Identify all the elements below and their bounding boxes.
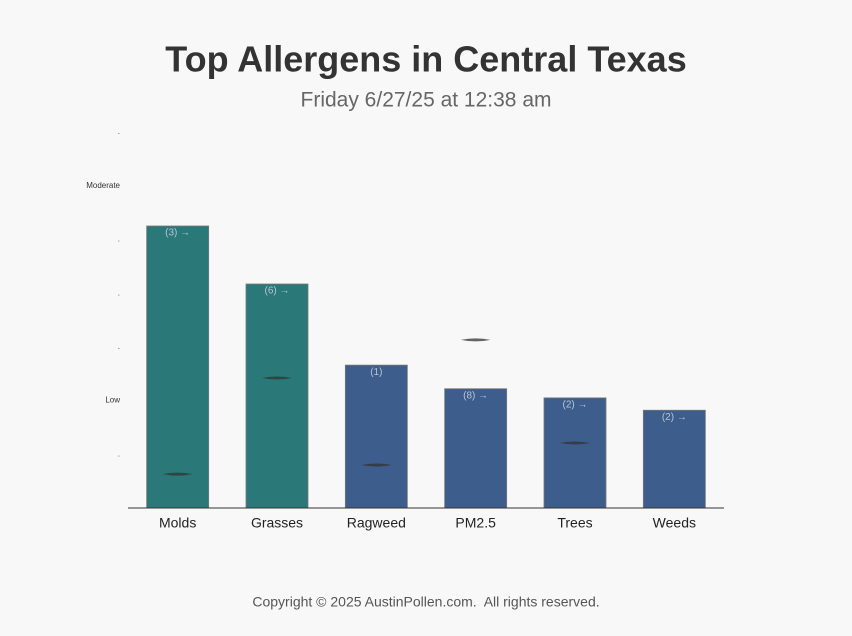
- bar: [444, 388, 508, 509]
- x-tick-label: Trees: [557, 515, 592, 531]
- bar: [146, 225, 210, 509]
- marker: [460, 338, 491, 342]
- bar-annotation: (8) →: [463, 390, 488, 401]
- y-tick-label: Low: [105, 396, 120, 405]
- marker: [560, 441, 590, 445]
- bar-annotation: (2) →: [662, 412, 687, 423]
- chart-title: Top Allergens in Central Texas: [165, 39, 686, 80]
- marker: [262, 376, 292, 380]
- y-tick-label: .: [118, 288, 120, 297]
- x-tick-label: Grasses: [251, 515, 303, 531]
- bar: [543, 397, 607, 509]
- bar-annotation: (3) →: [165, 228, 190, 239]
- bar-annotation: (6) →: [265, 286, 290, 297]
- bar: [642, 409, 706, 509]
- marker: [361, 463, 392, 467]
- marker: [162, 472, 193, 476]
- x-tick-label: PM2.5: [455, 515, 496, 531]
- y-tick-label: .: [118, 449, 120, 458]
- x-tick-label: Ragweed: [347, 515, 406, 531]
- y-tick-label: .: [118, 235, 120, 244]
- y-tick-label: .: [118, 127, 120, 136]
- bar-annotation: (2) →: [563, 400, 588, 411]
- x-tick-label: Weeds: [653, 515, 696, 531]
- x-tick-label: Molds: [159, 515, 196, 531]
- footer: Copyright © 2025 AustinPollen.com. All r…: [252, 594, 599, 610]
- bar: [245, 283, 309, 509]
- y-tick-label: Moderate: [86, 181, 120, 190]
- bar: [344, 364, 408, 509]
- chart-subtitle: Friday 6/27/25 at 12:38 am: [301, 89, 552, 112]
- bar-annotation: (1): [370, 367, 382, 378]
- y-tick-label: .: [118, 342, 120, 351]
